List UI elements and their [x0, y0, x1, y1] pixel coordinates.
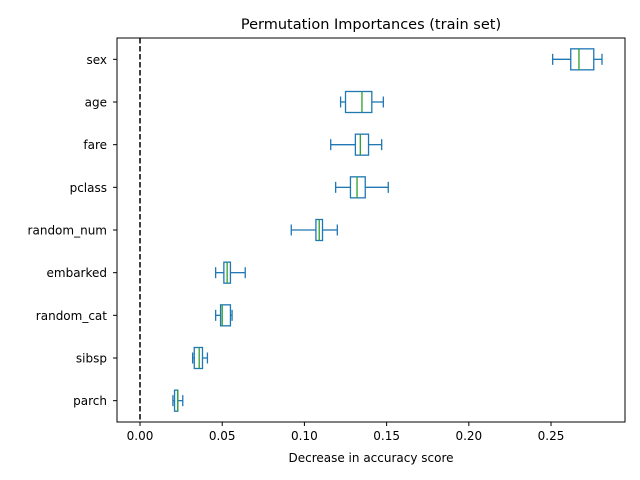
- y-tick-label: age: [85, 96, 107, 110]
- box-fare: [354, 133, 370, 156]
- plot-frame: [116, 37, 626, 423]
- y-tick-label: fare: [83, 138, 107, 152]
- x-tick-label: 0.15: [373, 429, 400, 443]
- x-tick-label: 0.20: [455, 429, 482, 443]
- y-tick-label: sibsp: [76, 352, 107, 366]
- chart-title: Permutation Importances (train set): [241, 17, 501, 33]
- x-tick-label: 0.25: [538, 429, 565, 443]
- y-tick-label: parch: [73, 394, 107, 408]
- y-tick-label: sex: [86, 53, 107, 67]
- box-age: [344, 90, 373, 114]
- box-sex: [570, 48, 595, 71]
- x-tick-label: 0.05: [209, 429, 236, 443]
- box-random_cat: [219, 304, 232, 327]
- x-tick-label: 0.10: [291, 429, 318, 443]
- y-tick-label: pclass: [70, 181, 107, 195]
- box-pclass: [349, 176, 366, 199]
- y-tick-label: random_cat: [36, 309, 107, 323]
- y-tick-label: embarked: [47, 266, 108, 280]
- x-tick-label: 0.00: [127, 429, 154, 443]
- x-axis-label: Decrease in accuracy score: [288, 451, 453, 465]
- y-tick-label: random_num: [28, 224, 107, 238]
- box-sibsp: [193, 346, 204, 370]
